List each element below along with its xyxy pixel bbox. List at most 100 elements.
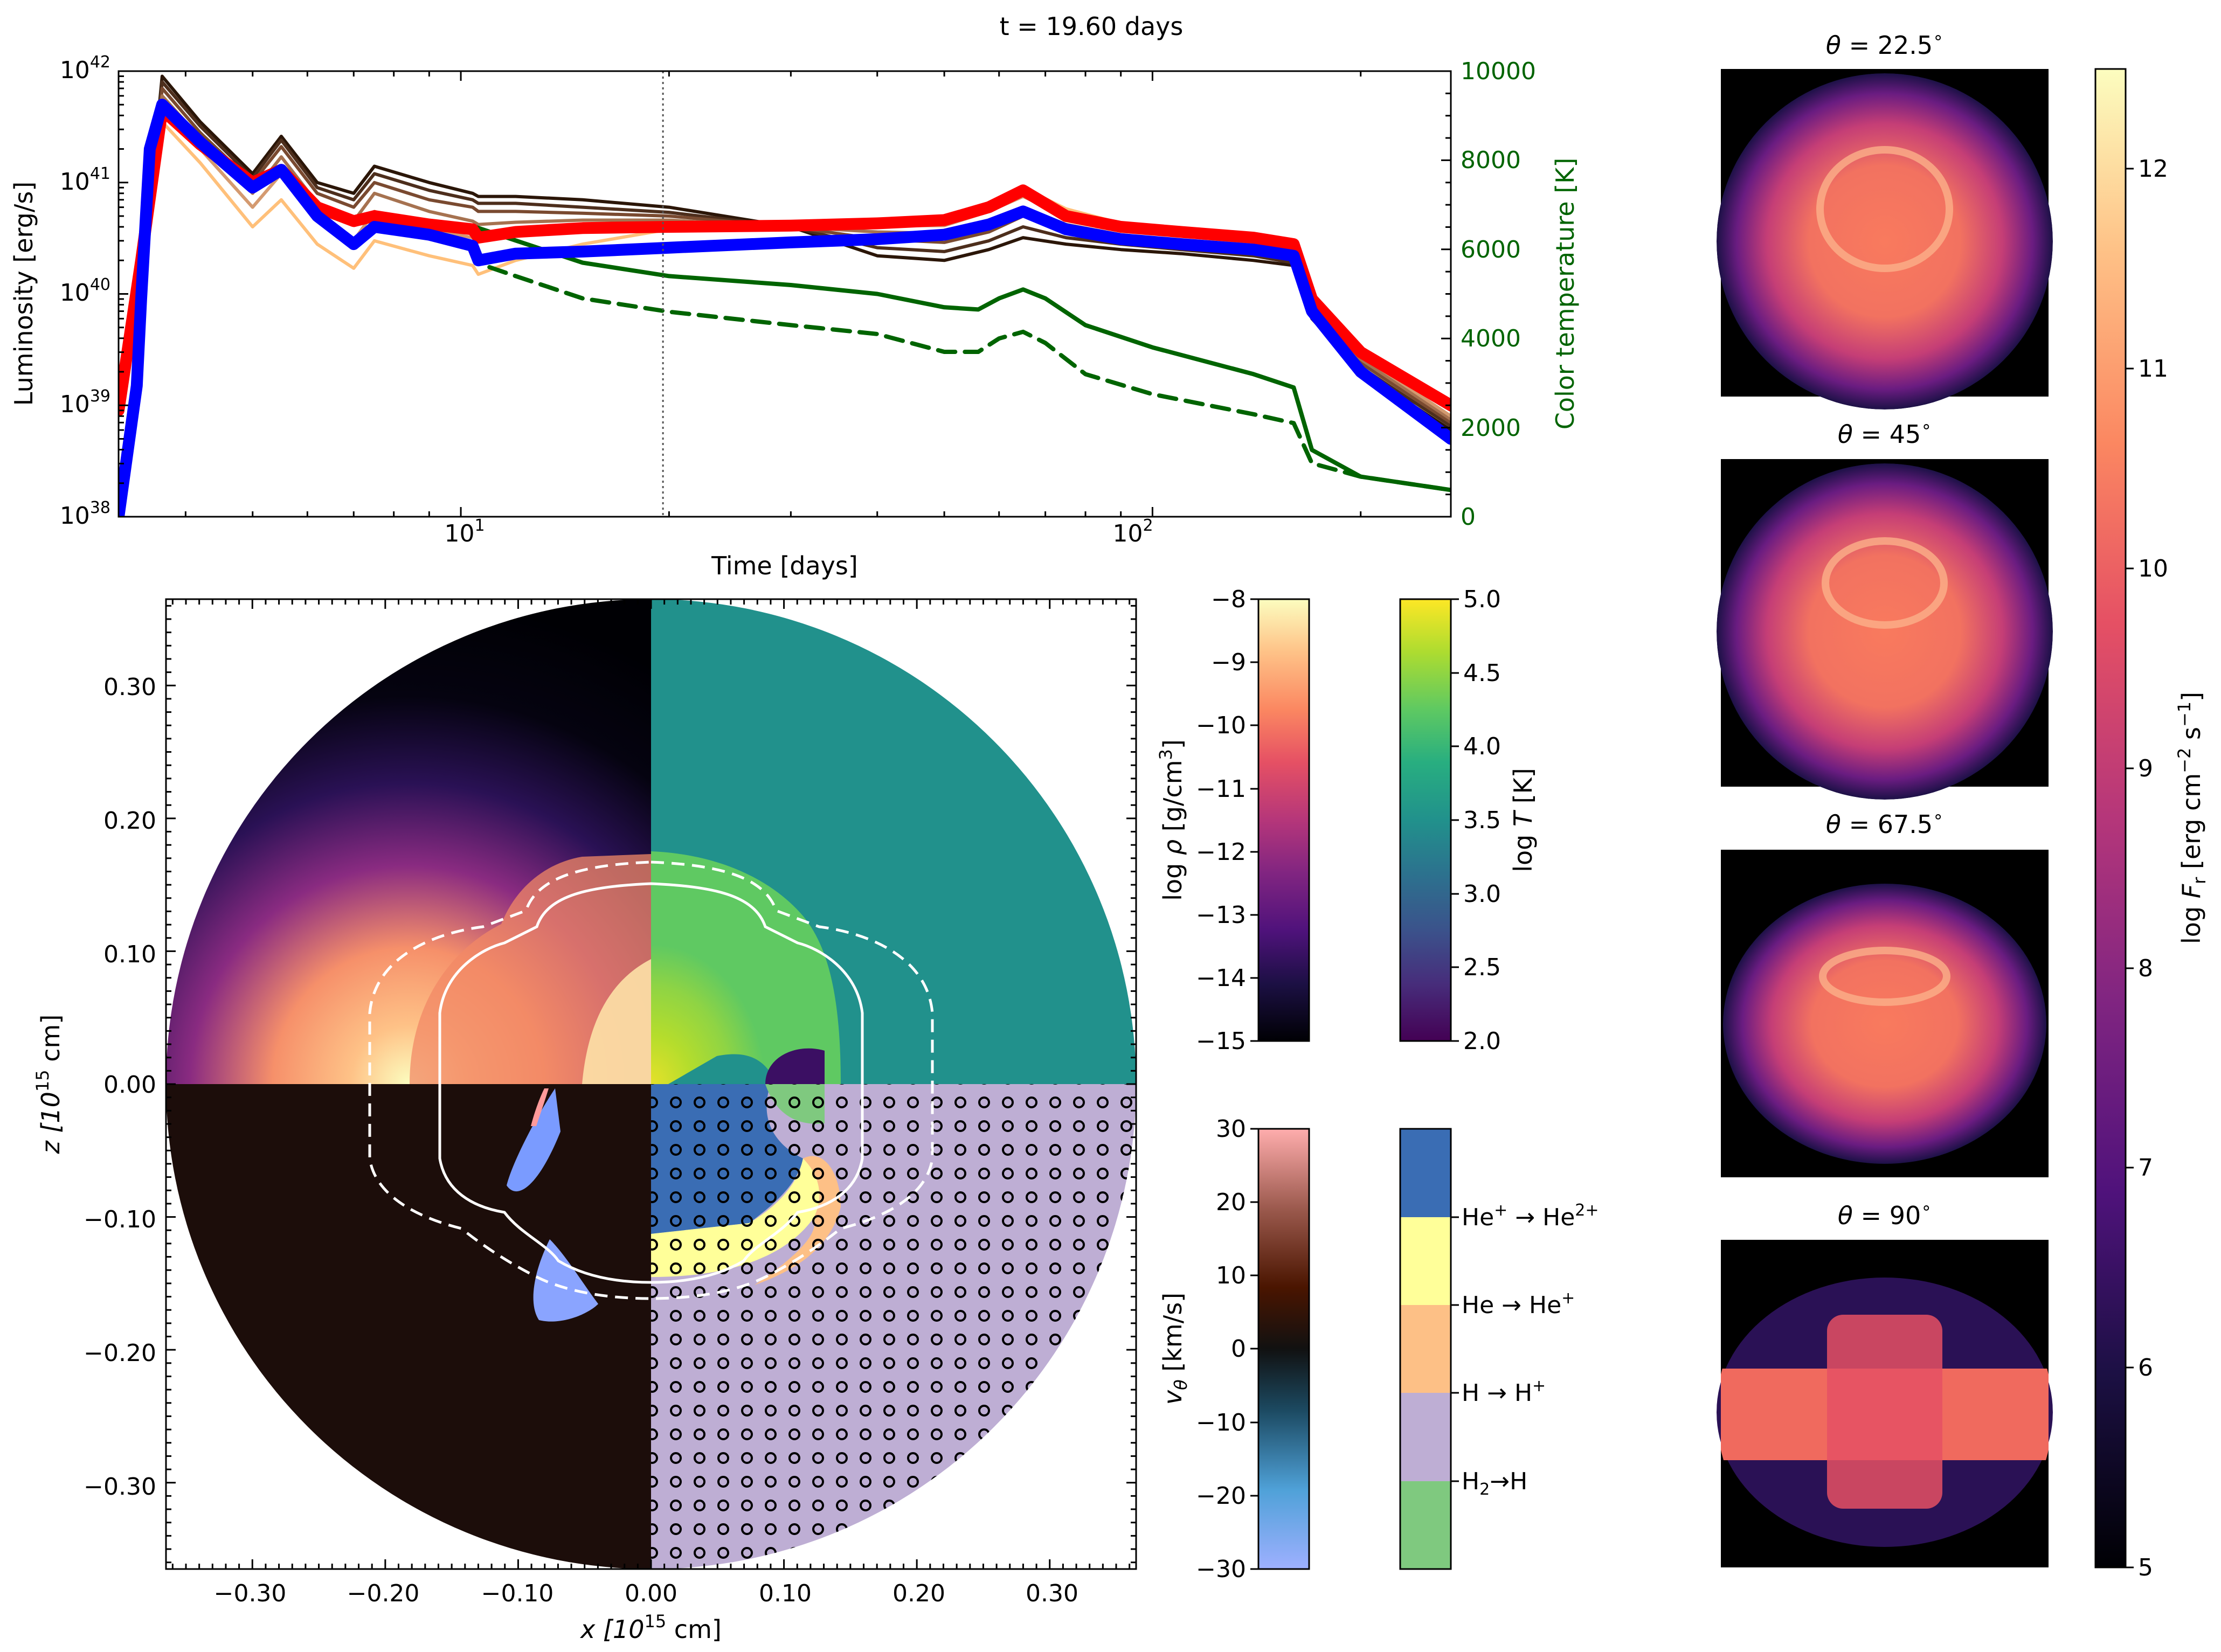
ytick-left-0: 1038 [60,498,110,530]
y-tick-labels-right: 0 2000 4000 6000 8000 10000 [1461,58,1536,531]
y-axis-label-right: Color temperature [K] [1551,158,1580,430]
photosphere-contour-solid [438,882,864,1284]
velocity-colorbar: 30 20 10 0 −10 −20 −30 vθ [km/s] [1158,1115,1310,1583]
ion-label-he: He → He+ [1462,1289,1575,1319]
map-ytick-1: 0.20 [103,807,156,835]
view-title-4: θ = 90∘ [1838,1197,1932,1230]
density-tick-1: −9 [1211,649,1246,676]
velocity-tick-3: 0 [1231,1335,1246,1363]
time-label: t = 19.60 days [1000,12,1184,41]
density-tick-7: −15 [1196,1028,1246,1055]
velocity-colorbar-fill [1257,1128,1310,1570]
ytick-left-1: 1039 [60,387,110,418]
view-panel-2: θ = 45∘ [1717,416,2053,800]
ytick-right-3: 6000 [1461,236,1521,263]
ion-band-h2 [1400,1393,1451,1481]
temperature-colorbar-ticks [1451,598,1459,1042]
velocity-tick-4: −10 [1196,1409,1246,1436]
temperature-colorbar-fill [1399,598,1452,1042]
map-xtick-5: 0.20 [892,1580,945,1607]
temperature-colorbar: 5.0 4.5 4.0 3.5 3.0 2.5 2.0 log T [K] [1399,586,1538,1055]
view-ring-1 [1816,146,1953,272]
view-title-2: θ = 45∘ [1838,416,1932,449]
map-ytick-2: 0.10 [103,941,156,968]
ion-label-h2: H2→H [1462,1468,1527,1499]
map-ytick-5: −0.20 [84,1339,156,1367]
map-x-axis-label: x [1015 cm] [579,1611,722,1644]
map-ytick-6: −0.30 [84,1473,156,1501]
temperature-tick-2: 4.0 [1463,733,1501,760]
velocity-quadrant [166,1084,651,1569]
density-tick-6: −14 [1196,964,1246,992]
view-core-4 [1827,1315,1942,1509]
view-ring-2 [1822,537,1948,629]
map-xtick-1: −0.20 [347,1580,420,1607]
temperature-tick-4: 3.0 [1463,880,1501,908]
velocity-colorbar-ticks [1250,1128,1258,1570]
ion-label-h: H → H+ [1462,1377,1546,1407]
density-colorbar-ticks [1250,598,1258,1042]
ionization-colorbar-frame [1399,1128,1452,1570]
ytick-right-5: 10000 [1461,58,1536,85]
density-colorbar: −8 −9 −10 −11 −12 −13 −14 −15 log ρ [g/c… [1156,586,1310,1055]
ionization-hatch-pattern [651,1084,1136,1569]
map-xtick-4: 0.10 [759,1580,812,1607]
temperature-tick-0: 5.0 [1463,586,1501,613]
map-xtick-6: 0.30 [1026,1580,1078,1607]
simulation-map-ticks [166,599,1136,1569]
temperature-tick-1: 4.5 [1463,660,1501,687]
velocity-colorbar-label: vθ [km/s] [1158,1293,1191,1405]
temperature-tick-3: 3.5 [1463,807,1501,834]
density-shell [410,854,651,1084]
flux-colorbar-fill [2094,68,2127,1568]
simulation-disc [166,599,1136,1569]
series-line-8 [473,225,1451,492]
view-disk-2 [1717,463,2053,800]
density-colorbar-fill [1257,598,1310,1042]
ion-band-h [1400,1305,1451,1393]
ytick-right-2: 4000 [1461,325,1521,352]
density-tick-2: −10 [1196,712,1246,739]
ytick-right-4: 8000 [1461,147,1521,174]
map-x-tick-labels: −0.30 −0.20 −0.10 0.00 0.10 0.20 0.30 [214,1580,1078,1607]
temperature-cold-pocket [765,1048,825,1084]
flux-colorbar-ticks [2126,168,2134,1568]
velocity-tick-2: 10 [1216,1262,1246,1289]
density-tick-4: −12 [1196,838,1246,866]
flux-tick-3: 9 [2138,755,2153,782]
ytick-right-0: 0 [1461,503,1476,531]
ion-band-he [1400,1217,1451,1305]
view-title-3: θ = 67.5∘ [1826,806,1943,839]
flux-colorbar: 12 11 10 9 8 7 6 5 log Fr [erg cm−2 s−1] [2094,68,2210,1581]
map-ytick-4: −0.10 [84,1206,156,1233]
y-tick-labels-left: 1038 1039 1040 1041 1042 [60,53,110,530]
light-curve-ticks [119,70,1451,518]
view-disk-3 [1723,884,2046,1164]
density-dense-inner [582,959,651,1084]
flux-colorbar-label: log Fr [erg cm−2 s−1] [2174,692,2210,944]
density-tick-0: −8 [1211,586,1246,613]
ytick-left-4: 1042 [60,53,110,84]
map-xtick-2: −0.10 [481,1580,554,1607]
x-tick-labels: 101 102 [444,516,1153,547]
flux-tick-1: 11 [2138,355,2168,383]
simulation-map-panel: −0.30 −0.20 −0.10 0.00 0.10 0.20 0.30 0.… [32,598,1137,1644]
flux-tick-2: 10 [2138,555,2168,582]
density-colorbar-label: log ρ [g/cm3] [1156,739,1187,901]
y-axis-label-left: Luminosity [erg/s] [9,182,38,406]
view-title-1: θ = 22.5∘ [1826,27,1943,60]
ion-label-he-plus: He+ → He2+ [1462,1201,1599,1231]
ytick-left-2: 1040 [60,275,110,307]
flux-tick-0: 12 [2138,155,2168,183]
light-curve-frame [117,70,1452,518]
density-tick-3: −11 [1196,775,1246,803]
velocity-infall-blob [507,1088,561,1192]
series-line-9 [487,265,1451,492]
view-panel-4: θ = 90∘ [1717,1197,2053,1567]
light-curve-series [119,74,1451,517]
view-panel-1: θ = 22.5∘ [1717,27,2053,409]
view-panel-3: θ = 67.5∘ [1721,806,2049,1177]
velocity-tick-6: −30 [1196,1556,1246,1583]
velocity-tick-5: −20 [1196,1482,1246,1510]
